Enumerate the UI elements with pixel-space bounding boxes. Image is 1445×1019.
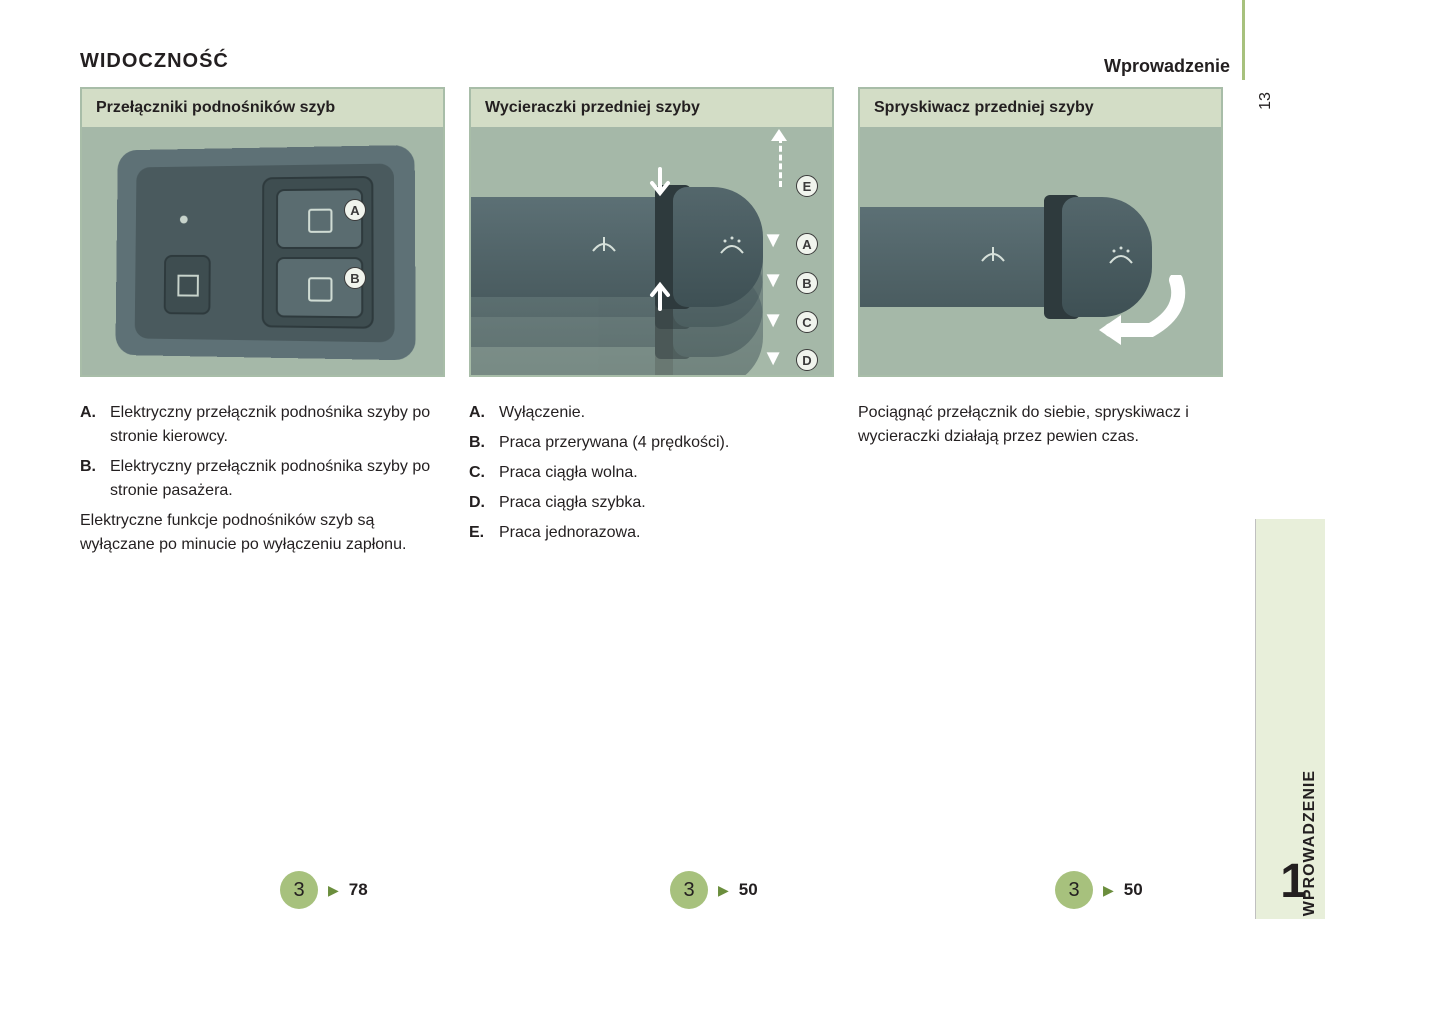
window-switch-illustration: A B — [82, 127, 443, 375]
down-arrow-icon: ▼ — [762, 227, 784, 253]
page-reference: 3 ▶ 50 — [1055, 871, 1143, 909]
washer-stalk-illustration — [860, 127, 1221, 375]
triangle-right-icon: ▶ — [1103, 882, 1114, 899]
wiper-stalk-illustration: ▼ ▼ ▼ ▼ E A B C D — [471, 127, 832, 375]
list-item: D.Praca ciągła szybka. — [469, 491, 834, 515]
note-text: Elektryczne funkcje podnośników szyb są … — [80, 509, 445, 557]
description: A.Elektryczny przełącznik podnośnika szy… — [80, 401, 445, 557]
chapter-circle: 3 — [280, 871, 318, 909]
down-arrow-icon: ▼ — [762, 345, 784, 371]
chapter-circle: 3 — [670, 871, 708, 909]
panel-title: Wycieraczki przedniej szyby — [471, 89, 832, 127]
position-badge-a: A — [796, 233, 818, 255]
callout-badge-b: B — [344, 267, 366, 289]
panel: Wycieraczki przedniej szyby — [469, 87, 834, 377]
description: A.Wyłączenie. B.Praca przerywana (4 pręd… — [469, 401, 834, 545]
position-badge-d: D — [796, 349, 818, 371]
ref-page-number: 50 — [1124, 880, 1143, 900]
position-badge-e: E — [796, 175, 818, 197]
list-item: A.Elektryczny przełącznik podnośnika szy… — [80, 401, 445, 449]
column-washer: Spryskiwacz przedniej szyby — [858, 87, 1223, 557]
list-item: A.Wyłączenie. — [469, 401, 834, 425]
list-item: E.Praca jednorazowa. — [469, 521, 834, 545]
wiper-icon — [591, 235, 617, 261]
list-item: B.Praca przerywana (4 prędkości). — [469, 431, 834, 455]
rotate-up-arrow-icon — [646, 277, 674, 318]
panel-title: Spryskiwacz przedniej szyby — [860, 89, 1221, 127]
manual-page: Wprowadzenie 13 WPROWADZENIE 1 WIDOCZNOŚ… — [0, 0, 1445, 1019]
description: Pociągnąć przełącznik do siebie, spryski… — [858, 401, 1223, 449]
breadcrumb: Wprowadzenie — [1104, 56, 1230, 77]
header-accent-bar — [1242, 0, 1245, 80]
ref-page-number: 50 — [739, 880, 758, 900]
list-item: B.Elektryczny przełącznik podnośnika szy… — [80, 455, 445, 503]
column-wipers: Wycieraczki przedniej szyby — [469, 87, 834, 557]
wiper-icon — [980, 245, 1006, 271]
pull-arrow-icon — [1091, 275, 1181, 335]
down-arrow-icon: ▼ — [762, 267, 784, 293]
panel: Przełączniki podnośników szyb A — [80, 87, 445, 377]
position-badge-c: C — [796, 311, 818, 333]
washer-icon — [717, 235, 747, 263]
ref-page-number: 78 — [349, 880, 368, 900]
content-columns: Przełączniki podnośników szyb A — [80, 87, 1225, 557]
chapter-tab-number: 1 — [1280, 854, 1307, 909]
chapter-circle: 3 — [1055, 871, 1093, 909]
column-window-switches: Przełączniki podnośników szyb A — [80, 87, 445, 557]
up-arrow-dashed-icon — [762, 137, 782, 187]
panel-title: Przełączniki podnośników szyb — [82, 89, 443, 127]
position-badge-b: B — [796, 272, 818, 294]
page-reference: 3 ▶ 50 — [670, 871, 758, 909]
note-text: Pociągnąć przełącznik do siebie, spryski… — [858, 401, 1223, 449]
washer-icon — [1106, 245, 1136, 273]
list-item: C.Praca ciągła wolna. — [469, 461, 834, 485]
rotate-down-arrow-icon — [646, 167, 674, 208]
triangle-right-icon: ▶ — [328, 882, 339, 899]
callout-badge-a: A — [344, 199, 366, 221]
page-number: 13 — [1257, 92, 1275, 110]
page-reference: 3 ▶ 78 — [280, 871, 368, 909]
down-arrow-icon: ▼ — [762, 307, 784, 333]
triangle-right-icon: ▶ — [718, 882, 729, 899]
panel: Spryskiwacz przedniej szyby — [858, 87, 1223, 377]
